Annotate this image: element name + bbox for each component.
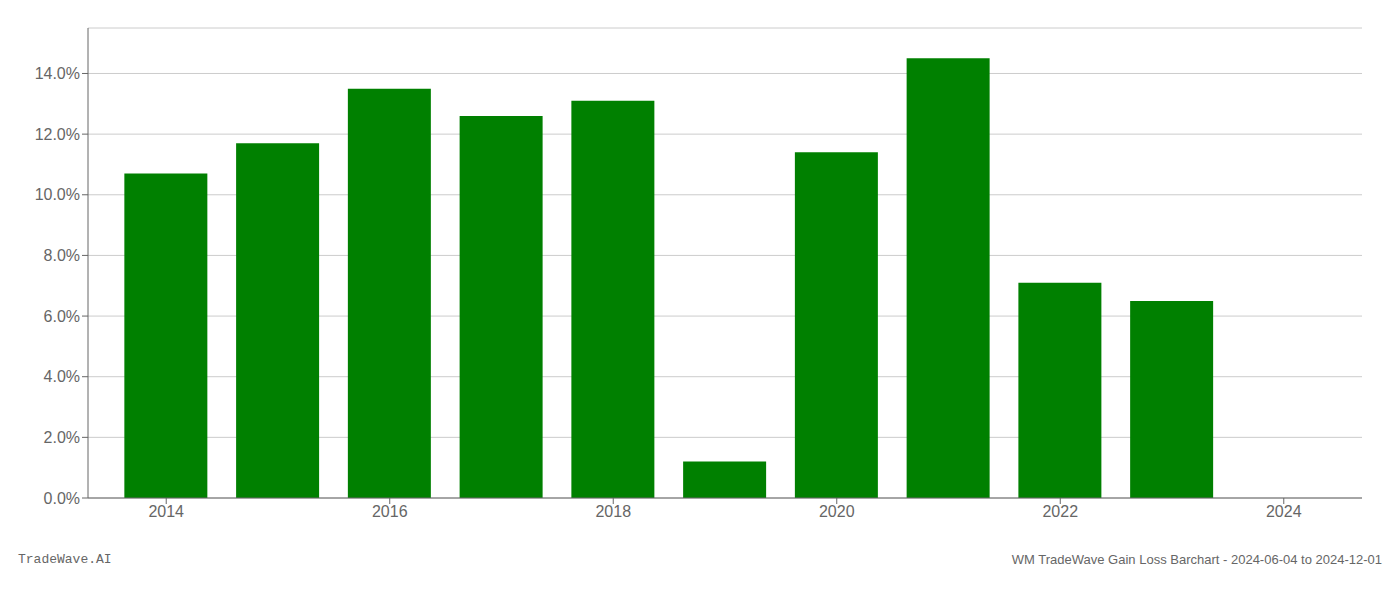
svg-text:4.0%: 4.0% — [44, 368, 80, 385]
svg-text:0.0%: 0.0% — [44, 490, 80, 507]
svg-text:2024: 2024 — [1266, 503, 1302, 520]
svg-text:2.0%: 2.0% — [44, 429, 80, 446]
svg-text:2020: 2020 — [819, 503, 855, 520]
html-text:WM TradeWave Gain Loss Barchar: WM TradeWave Gain Loss Barchart - 2024-0… — [1011, 552, 1382, 567]
svg-text:2022: 2022 — [1042, 503, 1078, 520]
svg-text:10.0%: 10.0% — [35, 186, 80, 203]
svg-text:6.0%: 6.0% — [44, 308, 80, 325]
svg-text:2016: 2016 — [372, 503, 408, 520]
svg-text:2018: 2018 — [595, 503, 631, 520]
svg-text:2014: 2014 — [148, 503, 184, 520]
svg-text:8.0%: 8.0% — [44, 247, 80, 264]
svg-text:14.0%: 14.0% — [35, 65, 80, 82]
html-text:TradeWave.AI: TradeWave.AI — [18, 552, 112, 567]
svg-text:12.0%: 12.0% — [35, 126, 80, 143]
